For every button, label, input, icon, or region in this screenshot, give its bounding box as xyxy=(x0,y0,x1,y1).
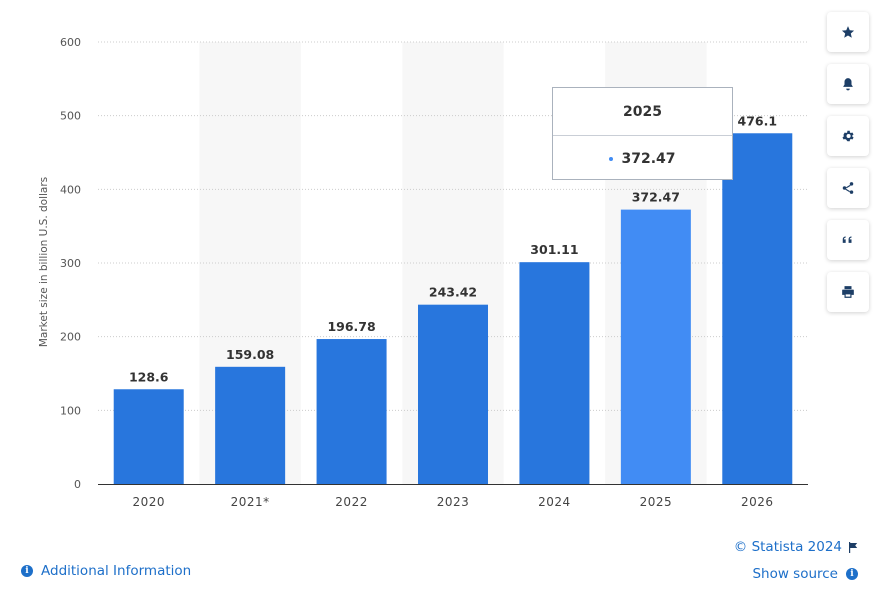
quote-icon xyxy=(842,236,852,243)
notification-button[interactable] xyxy=(827,64,869,104)
tooltip-body: 372.47 xyxy=(553,136,732,181)
info-icon: i xyxy=(21,565,33,577)
y-tick-label: 400 xyxy=(60,183,81,196)
print-button[interactable] xyxy=(827,272,869,312)
y-tick-label: 300 xyxy=(60,257,81,270)
y-axis-title: Market size in billion U.S. dollars xyxy=(38,177,50,347)
copyright-label: © Statista 2024 xyxy=(733,539,842,555)
cite-button[interactable] xyxy=(827,220,869,260)
y-tick-label: 600 xyxy=(60,36,81,49)
data-label: 372.47 xyxy=(632,190,680,205)
y-tick-label: 500 xyxy=(60,110,81,123)
bar-2020[interactable] xyxy=(113,389,184,484)
copyright[interactable]: © Statista 2024 xyxy=(734,539,858,555)
gear-icon xyxy=(842,130,854,142)
show-source-label: Show source xyxy=(752,566,838,582)
show-source-link[interactable]: Show source i xyxy=(752,566,858,582)
data-label: 476.1 xyxy=(738,113,778,128)
flag-icon xyxy=(849,541,858,553)
data-label: 196.78 xyxy=(327,319,375,334)
x-tick-label: 2024 xyxy=(538,495,571,509)
bar-2026[interactable] xyxy=(722,133,793,484)
tooltip: 2025 372.47 xyxy=(552,87,733,180)
x-tick-label: 2026 xyxy=(741,495,774,509)
y-tick-label: 0 xyxy=(74,478,81,491)
tooltip-value: 372.47 xyxy=(621,150,676,167)
x-tick-label: 2025 xyxy=(640,495,673,509)
x-tick-label: 2020 xyxy=(132,495,165,509)
bar-2023[interactable] xyxy=(418,304,488,484)
favorite-button[interactable] xyxy=(827,12,869,52)
data-label: 243.42 xyxy=(429,285,477,300)
x-tick-label: 2022 xyxy=(335,495,368,509)
additional-information-link[interactable]: i Additional Information xyxy=(21,563,191,579)
print-icon xyxy=(842,286,854,298)
y-tick-label: 200 xyxy=(60,331,81,344)
x-axis-labels: 2020 2021* 2022 2023 2024 2025 2026 xyxy=(132,495,773,509)
y-axis-ticks: 0 100 200 300 400 500 600 xyxy=(60,36,81,491)
data-label: 301.11 xyxy=(530,242,578,257)
bell-icon xyxy=(843,78,853,91)
y-tick-label: 100 xyxy=(60,404,81,417)
settings-button[interactable] xyxy=(827,116,869,156)
bar-2025[interactable] xyxy=(620,209,691,484)
x-tick-label: 2021* xyxy=(231,495,270,509)
bar-2022[interactable] xyxy=(316,339,387,484)
bar-2024[interactable] xyxy=(519,262,590,484)
tooltip-title: 2025 xyxy=(553,88,732,136)
series-dot-icon xyxy=(609,156,614,161)
data-label: 128.6 xyxy=(129,369,169,384)
additional-information-label: Additional Information xyxy=(41,563,192,579)
share-button[interactable] xyxy=(827,168,869,208)
bars xyxy=(113,133,793,484)
star-icon xyxy=(841,26,855,38)
share-icon xyxy=(842,182,854,194)
x-tick-label: 2023 xyxy=(437,495,470,509)
sidebar xyxy=(827,12,869,324)
bar-2021*[interactable] xyxy=(215,366,286,484)
info-icon: i xyxy=(846,568,858,580)
data-labels: 128.6 159.08 196.78 243.42 301.11 372.47 476.1 xyxy=(129,113,777,384)
data-label: 159.08 xyxy=(226,347,274,362)
